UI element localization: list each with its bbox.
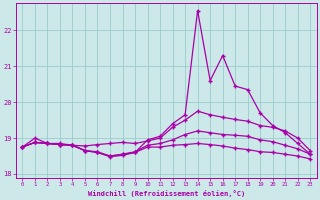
X-axis label: Windchill (Refroidissement éolien,°C): Windchill (Refroidissement éolien,°C) <box>88 190 245 197</box>
